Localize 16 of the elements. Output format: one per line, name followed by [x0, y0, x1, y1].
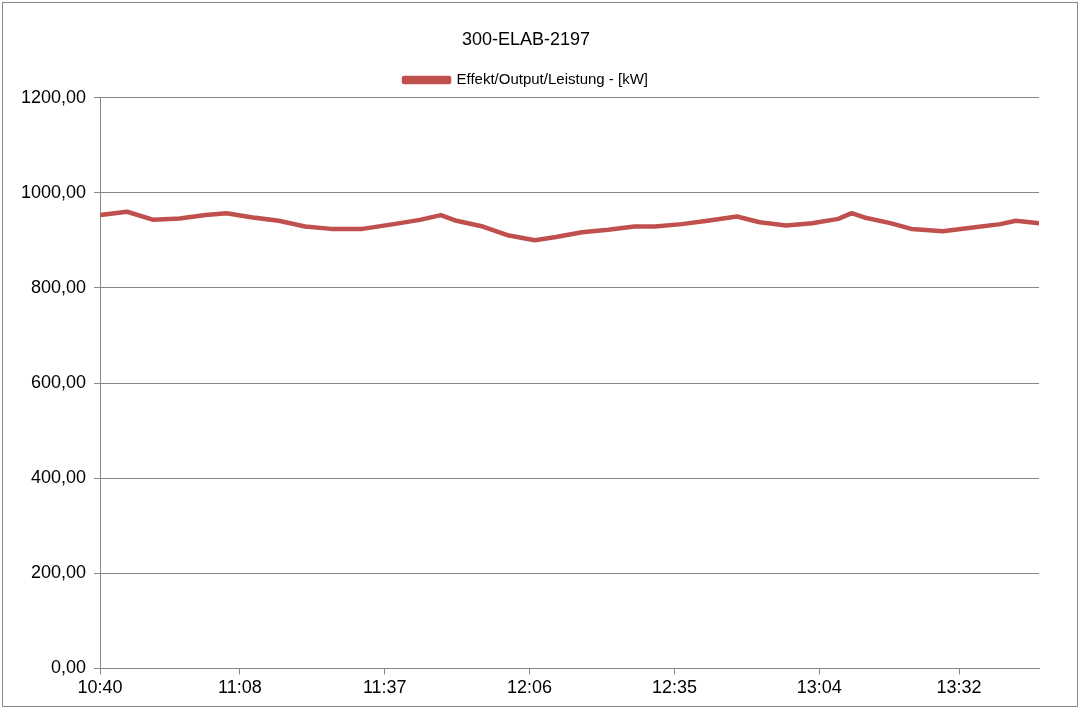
y-tick-label: 0,00 [51, 657, 87, 678]
y-tick-label: 1000,00 [20, 181, 87, 202]
y-tick-label: 600,00 [31, 371, 87, 392]
x-tick-label: 11:08 [218, 677, 262, 698]
x-tick-label: 13:32 [936, 677, 982, 698]
y-tick-label: 200,00 [31, 562, 87, 583]
y-tick-label: 800,00 [31, 276, 87, 297]
y-tick-label: 400,00 [31, 467, 87, 488]
x-tick-label: 11:37 [362, 677, 407, 698]
x-tick-label: 10:40 [77, 677, 123, 698]
y-tick-label: 1200,00 [20, 86, 87, 107]
x-tick-label: 12:35 [651, 677, 697, 698]
chart-title: 300-ELAB-2197 [461, 28, 591, 49]
legend-label: Effekt/Output/Leistung - [kW] [456, 70, 648, 88]
x-tick-label: 13:04 [796, 677, 842, 698]
x-tick-label: 12:06 [507, 677, 553, 698]
